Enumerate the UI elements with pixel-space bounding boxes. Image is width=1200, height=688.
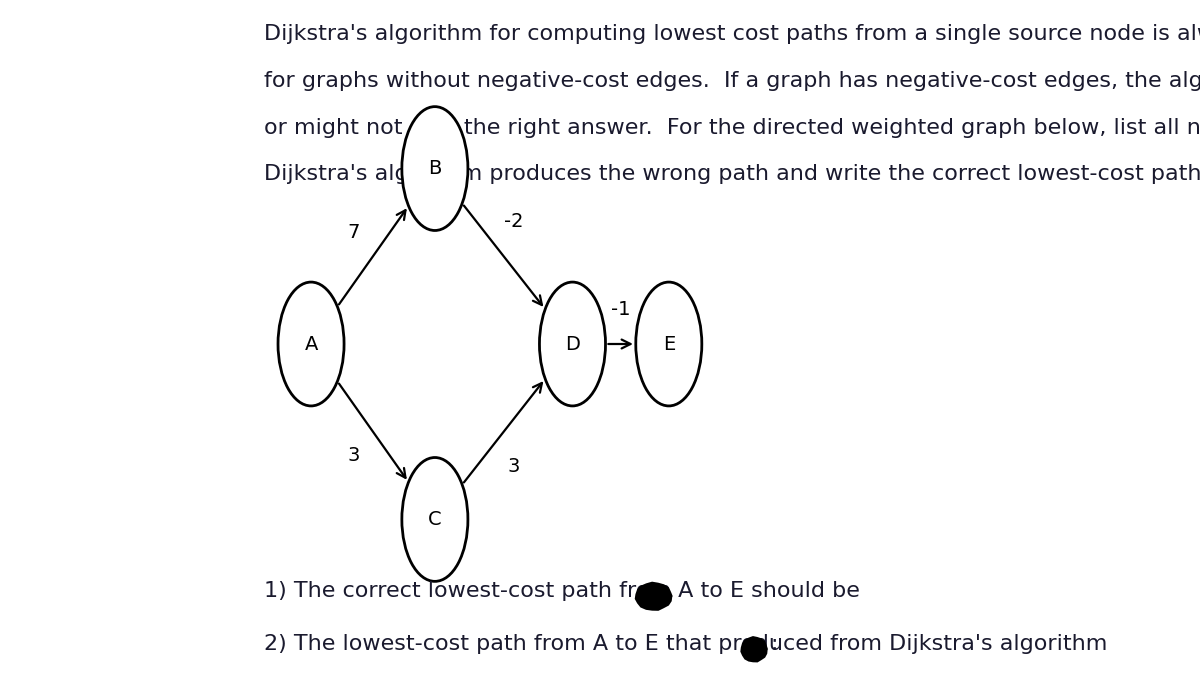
- Text: D: D: [565, 334, 580, 354]
- Text: 7: 7: [348, 223, 360, 241]
- Text: A: A: [305, 334, 318, 354]
- Text: 3: 3: [348, 447, 360, 465]
- Text: Dijkstra's algorithm produces the wrong path and write the correct lowest-cost p: Dijkstra's algorithm produces the wrong …: [264, 164, 1200, 184]
- Ellipse shape: [402, 458, 468, 581]
- Ellipse shape: [402, 107, 468, 230]
- Text: -2: -2: [504, 213, 523, 231]
- Ellipse shape: [540, 282, 606, 406]
- Text: :: :: [770, 634, 778, 654]
- Text: 2) The lowest-cost path from A to E that produced from Dijkstra's algorithm: 2) The lowest-cost path from A to E that…: [264, 634, 1108, 654]
- PathPatch shape: [740, 636, 768, 663]
- Text: C: C: [428, 510, 442, 529]
- Ellipse shape: [278, 282, 344, 406]
- Text: or might not give the right answer.  For the directed weighted graph below, list: or might not give the right answer. For …: [264, 118, 1200, 138]
- Text: B: B: [428, 159, 442, 178]
- Text: E: E: [662, 334, 674, 354]
- Text: Dijkstra's algorithm for computing lowest cost paths from a single source node i: Dijkstra's algorithm for computing lowes…: [264, 24, 1200, 44]
- Text: 1) The correct lowest-cost path from A to E should be: 1) The correct lowest-cost path from A t…: [264, 581, 860, 601]
- Ellipse shape: [636, 282, 702, 406]
- Text: 3: 3: [508, 457, 520, 475]
- PathPatch shape: [635, 581, 673, 611]
- Text: -1: -1: [611, 300, 630, 319]
- Text: for graphs without negative-cost edges.  If a graph has negative-cost edges, the: for graphs without negative-cost edges. …: [264, 71, 1200, 91]
